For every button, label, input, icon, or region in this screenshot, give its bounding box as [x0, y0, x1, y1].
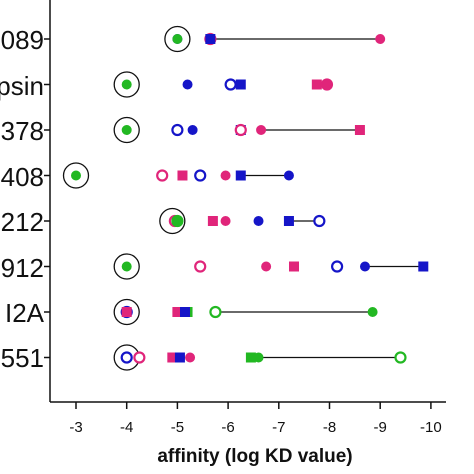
point-408-2 [177, 170, 188, 181]
reference-circle-212 [159, 207, 186, 235]
point-212-6 [283, 216, 294, 226]
point-378-0 [121, 125, 132, 135]
point-408-6 [283, 170, 294, 181]
point-I2A-2 [121, 307, 132, 317]
point-378-1 [171, 123, 184, 137]
point-I2A-4 [172, 307, 183, 317]
x-ticks: -3 -4 -5 -6 -7 -8 -9 -10 [69, 402, 442, 436]
point-912-2 [261, 261, 272, 272]
category-label-551: 551 [1, 343, 44, 373]
point-378-4 [234, 123, 247, 137]
point-551-4 [174, 352, 185, 363]
point-psin-0 [121, 79, 132, 90]
x-tick-label-4: -7 [272, 419, 285, 436]
point-408-5 [235, 170, 246, 181]
category-label-I2A: I2A [5, 298, 45, 328]
point-912-4 [331, 260, 344, 273]
point-I2A-7 [209, 305, 222, 319]
reference-circle-I2A [113, 298, 140, 326]
point-378-2 [187, 125, 198, 135]
x-tick-label-1: -4 [120, 419, 133, 436]
x-tick-label-6: -9 [374, 419, 387, 436]
point-psin-4 [311, 79, 322, 90]
category-label-378: 378 [1, 116, 44, 146]
reference-circle-378 [113, 116, 140, 144]
reference-circle-912 [113, 253, 140, 280]
x-tick-label-0: -3 [69, 419, 82, 436]
category-label-psin: psin [0, 71, 44, 101]
point-212-5 [253, 216, 264, 226]
x-tick-label-7: -10 [420, 419, 442, 436]
category-label-212: 212 [1, 207, 44, 237]
point-551-6 [245, 352, 256, 363]
point-psin-2 [224, 78, 237, 91]
point-212-2 [172, 216, 183, 226]
point-912-0 [121, 261, 132, 272]
point-I2A-6 [180, 307, 191, 317]
x-tick-label-3: -6 [221, 419, 234, 436]
point-408-1 [156, 169, 169, 182]
point-089-3 [205, 34, 216, 44]
point-408-4 [220, 170, 231, 181]
point-378-5 [256, 125, 267, 135]
point-408-0 [71, 170, 81, 181]
point-212-7 [313, 214, 326, 228]
point-912-3 [289, 261, 300, 272]
point-psin-3 [235, 79, 246, 90]
point-912-5 [359, 261, 370, 272]
point-912-6 [418, 261, 429, 272]
category-label-408: 408 [1, 162, 44, 192]
x-axis-title: affinity (log KD value) [157, 446, 352, 467]
point-551-8 [394, 351, 407, 364]
point-551-0 [120, 351, 133, 364]
point-551-7 [253, 352, 264, 363]
point-I2A-8 [367, 307, 378, 317]
point-551-5 [185, 352, 196, 363]
point-212-3 [207, 216, 218, 226]
category-labels: 089 psin 378 408 212 912 I2A 551 [0, 25, 45, 373]
category-label-912: 912 [1, 253, 44, 283]
x-tick-label-2: -5 [171, 419, 184, 436]
y-ticks [44, 38, 50, 359]
point-212-4 [220, 216, 231, 226]
point-089-1 [172, 34, 183, 44]
point-408-3 [194, 169, 207, 182]
point-089-4 [375, 34, 386, 44]
point-psin-6 [321, 79, 332, 90]
point-378-6 [354, 125, 365, 135]
point-551-2 [167, 352, 178, 363]
point-912-1 [194, 260, 207, 273]
reference-circle-408 [62, 162, 90, 189]
reference-circles [62, 25, 191, 371]
reference-circle-psin [113, 71, 140, 98]
reference-circle-089 [164, 25, 191, 53]
data-points [71, 32, 429, 364]
axes [49, 0, 446, 403]
point-551-1 [133, 351, 146, 364]
category-label-089: 089 [1, 25, 44, 55]
point-psin-1 [182, 79, 193, 90]
x-tick-label-5: -8 [323, 419, 336, 436]
